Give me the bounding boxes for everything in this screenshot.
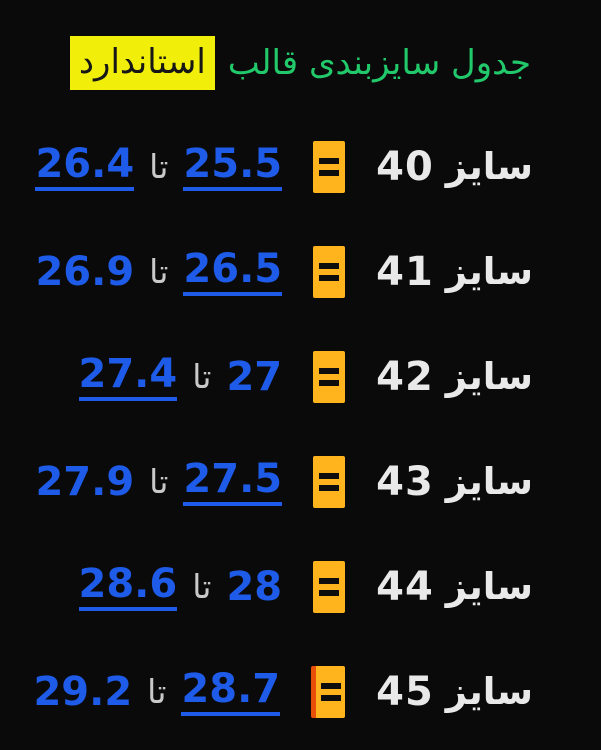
size-label: سایز 42: [376, 354, 533, 400]
size-row-43: سایز 43 27.5 تا 27.9: [0, 429, 533, 534]
title-text: جدول سایزبندی قالب: [227, 43, 531, 83]
size-word: سایز: [445, 565, 533, 608]
equals-bar-bottom: [320, 694, 341, 701]
size-word: سایز: [445, 460, 533, 503]
range-start-value: 27: [226, 353, 283, 400]
size-label: سایز 40: [376, 144, 533, 190]
size-label: سایز 43: [376, 459, 533, 505]
to-word: تا: [192, 357, 212, 396]
equals-bar-top: [319, 367, 340, 374]
equals-icon: [313, 140, 346, 193]
size-number: 45: [376, 668, 434, 715]
size-number: 44: [376, 563, 434, 610]
equals-icon: [313, 245, 346, 298]
size-range: 28.7 تا 29.2: [33, 667, 281, 716]
size-word: سایز: [445, 145, 533, 188]
size-row-41: سایز 41 26.5 تا 26.9: [0, 219, 533, 324]
size-range: 26.5 تا 26.9: [35, 247, 283, 296]
size-number: 40: [376, 143, 434, 190]
size-word: سایز: [445, 250, 533, 293]
range-end-value: 28.6: [78, 562, 178, 611]
equals-bar-top: [319, 157, 340, 164]
to-word: تا: [149, 147, 169, 186]
size-range: 28 تا 28.6: [78, 562, 283, 611]
equals-bar-bottom: [319, 484, 340, 491]
equals-icon: [313, 560, 346, 613]
equals-bar-top: [319, 262, 340, 269]
equals-icon: [313, 455, 346, 508]
range-end-value: 26.9: [35, 248, 135, 295]
size-range: 25.5 تا 26.4: [35, 142, 283, 191]
equals-icon: [313, 350, 346, 403]
page-title: جدول سایزبندی قالب استاندارد: [60, 36, 531, 90]
size-number: 42: [376, 353, 434, 400]
range-start-value: 27.5: [183, 457, 283, 506]
to-word: تا: [192, 567, 212, 606]
range-end-value: 29.2: [33, 668, 133, 715]
size-range: 27 تا 27.4: [78, 352, 283, 401]
equals-icon: [311, 665, 346, 718]
size-row-44: سایز 44 28 تا 28.6: [0, 534, 533, 639]
to-word: تا: [149, 462, 169, 501]
size-label: سایز 44: [376, 564, 533, 610]
equals-bar-top: [320, 682, 341, 689]
to-word: تا: [149, 252, 169, 291]
size-label: سایز 45: [376, 669, 533, 715]
equals-bar-bottom: [319, 379, 340, 386]
to-word: تا: [147, 672, 167, 711]
range-start-value: 25.5: [183, 142, 283, 191]
size-rows-list: سایز 40 25.5 تا 26.4 سایز 41: [0, 114, 533, 744]
title-highlighted-word: استاندارد: [69, 36, 215, 90]
size-label: سایز 41: [376, 249, 533, 295]
size-word: سایز: [445, 355, 533, 398]
range-end-value: 26.4: [35, 142, 135, 191]
size-row-42: سایز 42 27 تا 27.4: [0, 324, 533, 429]
size-number: 41: [376, 248, 434, 295]
range-start-value: 28.7: [181, 667, 281, 716]
equals-bar-bottom: [319, 274, 340, 281]
equals-bar-bottom: [319, 589, 340, 596]
range-end-value: 27.4: [78, 352, 178, 401]
range-start-value: 26.5: [183, 247, 283, 296]
size-row-45: سایز 45 28.7 تا 29.2: [0, 639, 533, 744]
size-number: 43: [376, 458, 434, 505]
size-row-40: سایز 40 25.5 تا 26.4: [0, 114, 533, 219]
equals-bar-bottom: [319, 169, 340, 176]
equals-bar-top: [319, 472, 340, 479]
range-start-value: 28: [226, 563, 283, 610]
range-end-value: 27.9: [35, 458, 135, 505]
size-word: سایز: [445, 670, 533, 713]
size-range: 27.5 تا 27.9: [35, 457, 283, 506]
equals-bar-top: [319, 577, 340, 584]
